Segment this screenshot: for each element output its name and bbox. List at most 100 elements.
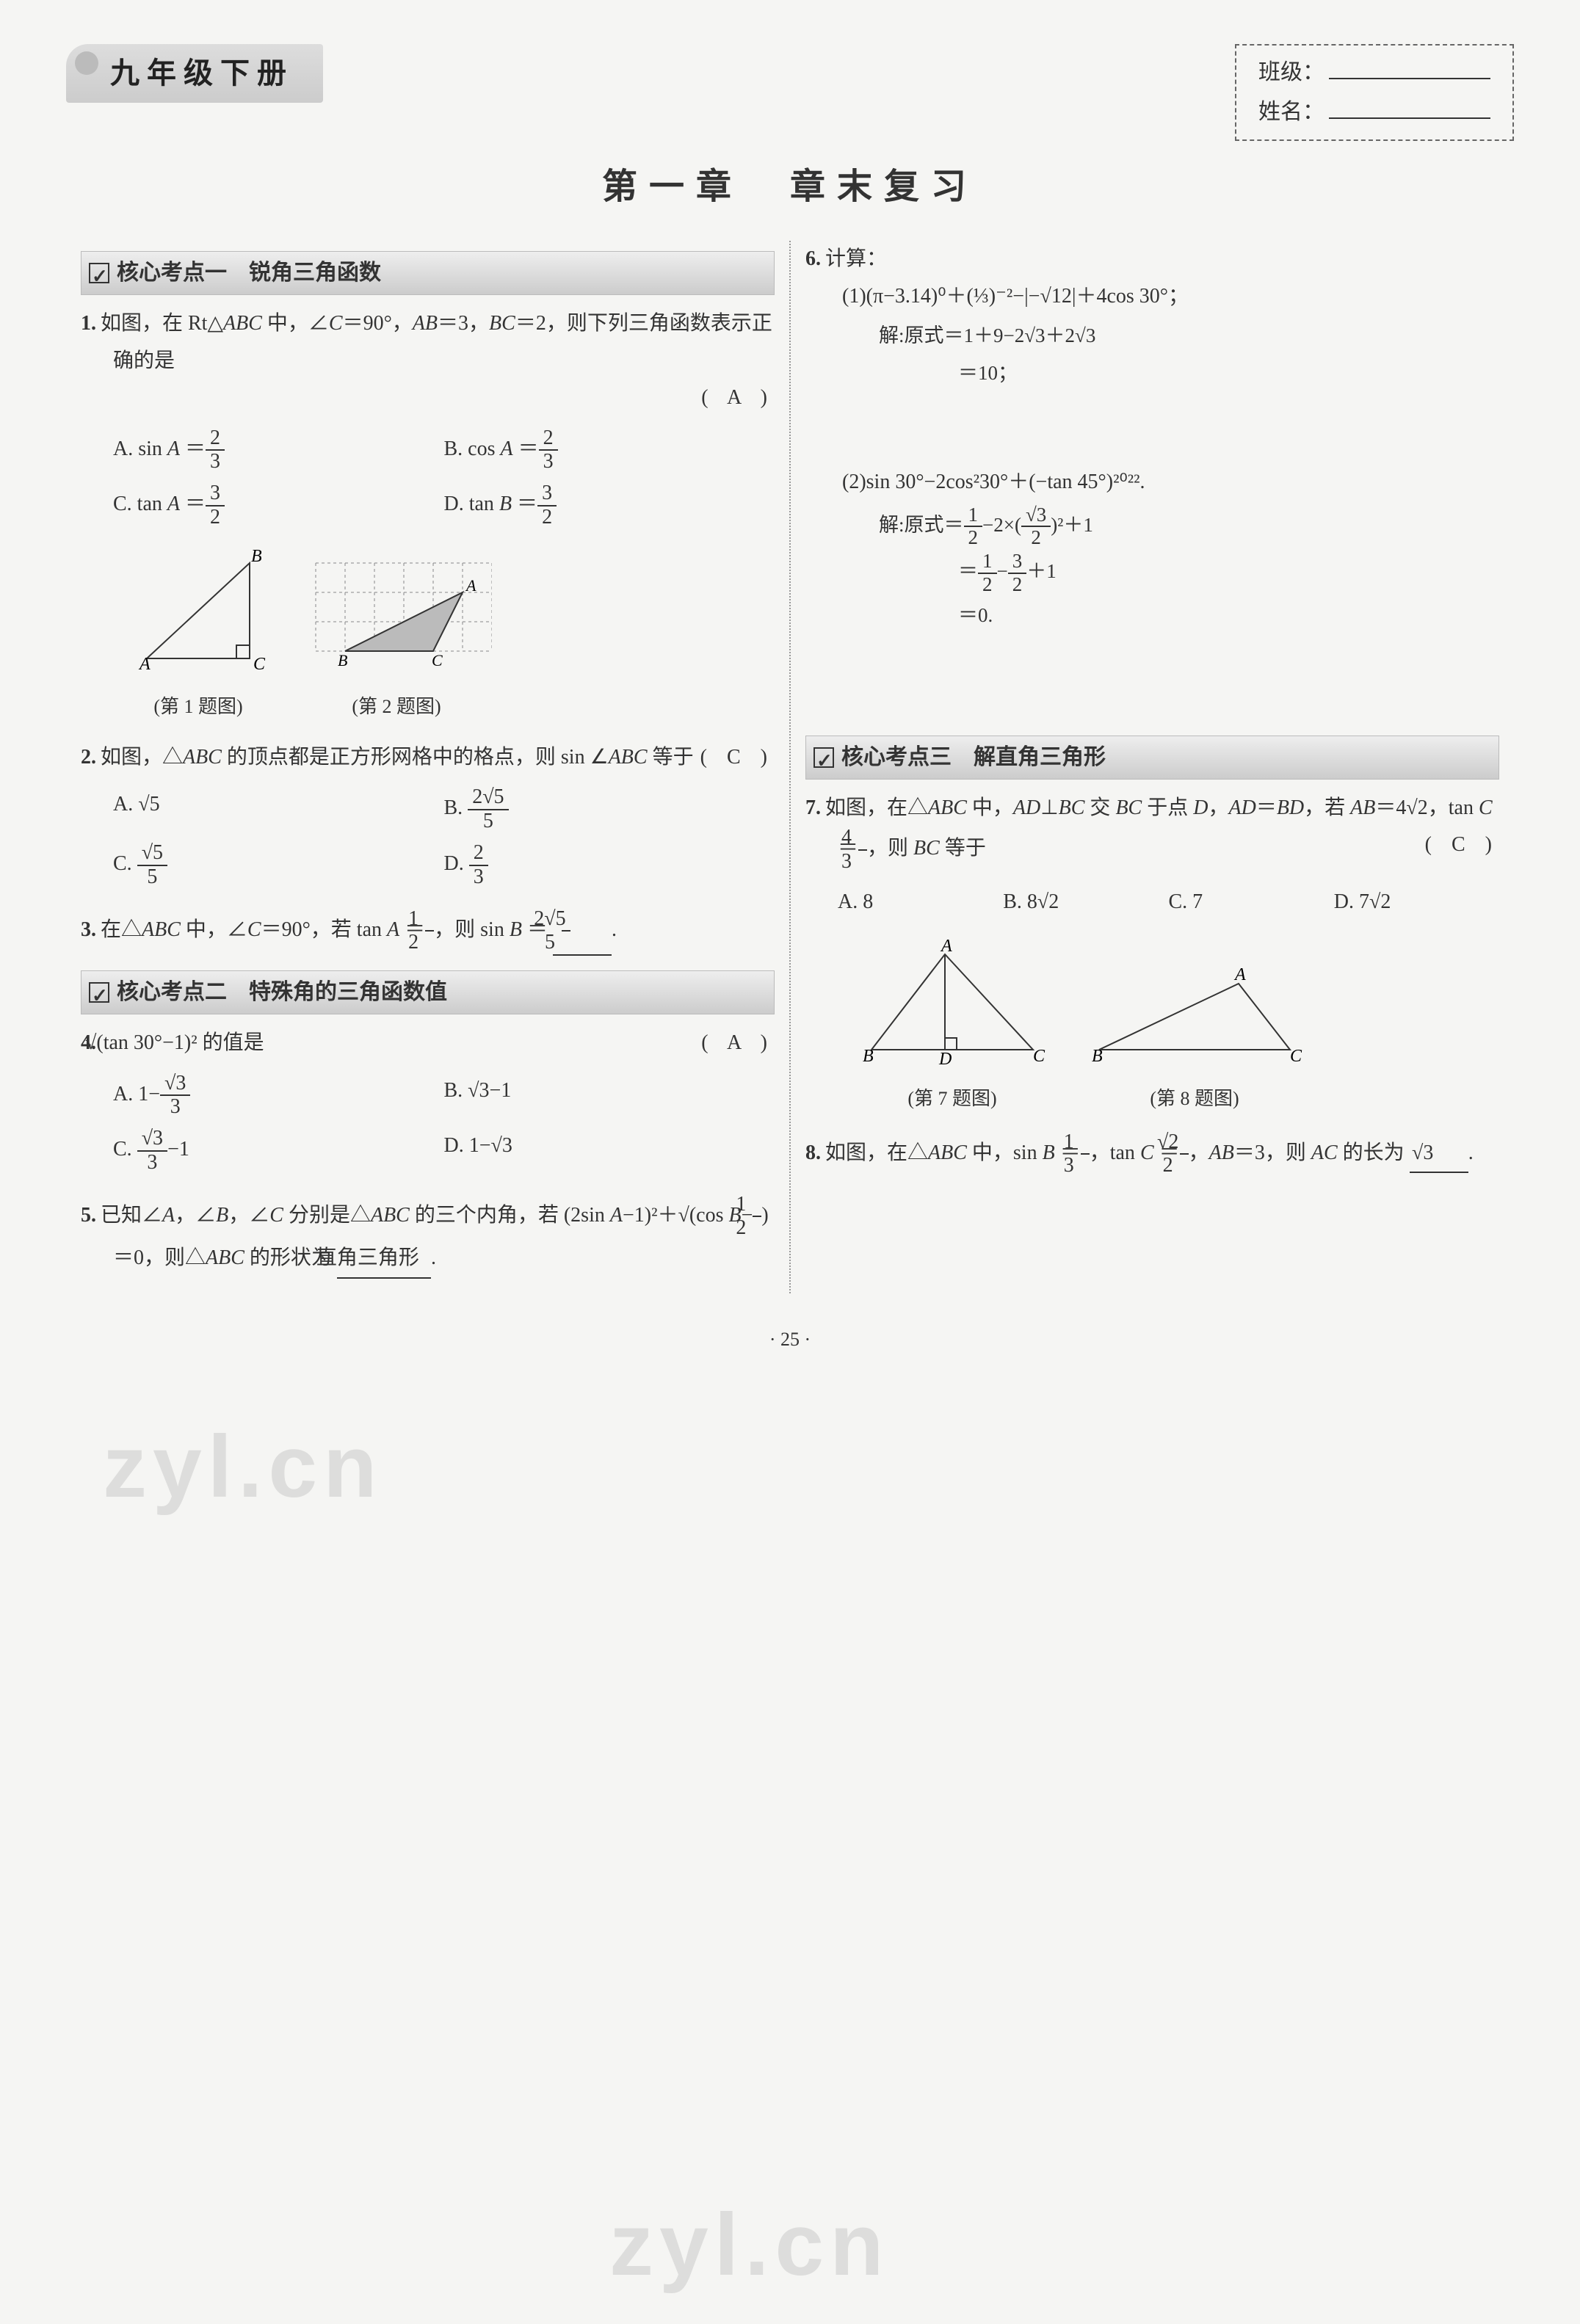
var: AB xyxy=(1350,796,1375,819)
frac-den: 2 xyxy=(1180,1155,1189,1177)
q-text: ＝90°，若 tan xyxy=(261,918,387,941)
var: ABC xyxy=(371,1204,410,1227)
var: A xyxy=(167,437,180,460)
q-text: ＝3， xyxy=(438,312,489,335)
q-text: ，则 sin xyxy=(434,918,510,941)
expr: (π−3.14)⁰＋(⅓)⁻²−|−√12|＋4cos 30°； xyxy=(866,285,1189,308)
svg-text:C: C xyxy=(1033,1047,1046,1064)
question-4: 4.√(tan 30°−1)² 的值是 ( A ) A. 1−√33 B. √3… xyxy=(81,1025,775,1179)
question-2: 2.如图，△ABC 的顶点都是正方形网格中的格点，则 sin ∠ABC 等于 (… xyxy=(81,739,775,893)
var: ABC xyxy=(206,1246,244,1269)
frac-den: 3 xyxy=(539,451,558,473)
frac-num: 4 xyxy=(858,827,867,851)
var: C xyxy=(329,312,343,335)
frac-den: 3 xyxy=(858,851,867,874)
var: A xyxy=(387,918,399,941)
opt-text: A. sin xyxy=(113,437,167,460)
frac-num: √3 xyxy=(1021,504,1051,528)
class-blank[interactable] xyxy=(1329,53,1490,79)
left-column: 核心考点一 锐角三角函数 1.如图，在 Rt△ABC 中，∠C＝90°，AB＝3… xyxy=(66,241,791,1293)
svg-text:A: A xyxy=(465,576,476,595)
q-text: 的顶点都是正方形网格中的格点，则 sin ∠ xyxy=(222,746,609,769)
question-8: 8.如图，在△ABC 中，sin B ＝13，tan C ＝√22，AB＝3，则… xyxy=(805,1131,1499,1178)
right-column: 6.计算： (1)(π−3.14)⁰＋(⅓)⁻²−|−√12|＋4cos 30°… xyxy=(791,241,1514,1293)
var: A xyxy=(501,437,513,460)
question-3: 3.在△ABC 中，∠C＝90°，若 tan A ＝12，则 sin B ＝ 2… xyxy=(81,908,775,956)
q-text: 等于 xyxy=(648,746,694,769)
section-header-3: 核心考点三 解直角三角形 xyxy=(805,736,1499,780)
opt-text: C. xyxy=(113,852,137,875)
answer-paren: ( C ) xyxy=(733,739,775,776)
var: B xyxy=(510,918,522,941)
opt-text: A. 1− xyxy=(113,1083,160,1105)
q-text: 如图，在 Rt△ xyxy=(101,312,223,335)
chapter-title: 第一章 章末复习 xyxy=(66,156,1514,219)
opt-text: D. tan xyxy=(444,493,499,515)
part-label: (1) xyxy=(842,285,866,308)
name-blank[interactable] xyxy=(1329,92,1490,119)
frac-den: 2 xyxy=(537,506,557,529)
frac-num: 3 xyxy=(1008,551,1027,574)
q-text: 如图，在△ xyxy=(825,1141,928,1164)
frac-num: √5 xyxy=(137,842,167,866)
q-text: 的三个内角，若 (2sin xyxy=(410,1204,610,1227)
q-num: 3. xyxy=(81,918,96,941)
expr: sin 30°−2cos²30°＋(−tan 45°)²⁰²². xyxy=(866,471,1145,493)
frac-num: 1 xyxy=(1081,1131,1090,1155)
q-text: 在△ xyxy=(101,918,142,941)
option-d: D. tan B ＝32 xyxy=(444,482,775,529)
opt-text: B. cos xyxy=(444,437,501,460)
figure-label: (第 7 题图) xyxy=(849,1082,1055,1116)
frac-den: 5 xyxy=(137,866,167,889)
option-d: D. 23 xyxy=(444,842,775,889)
var: B xyxy=(1043,1141,1055,1164)
section-title: 核心考点三 解直角三角形 xyxy=(841,738,1106,777)
figure-2: B C A (第 2 题图) xyxy=(301,548,492,725)
figures-row: A B C D (第 7 题图) A B C (第 8 题图) xyxy=(805,940,1499,1116)
q-text: 中，∠ xyxy=(181,918,247,941)
frac-num: 2 xyxy=(206,427,225,451)
frac-den: 3 xyxy=(1081,1155,1090,1177)
q-text: −1)²＋√(cos xyxy=(623,1204,729,1227)
name-label: 姓名： xyxy=(1258,92,1324,132)
q-text: 中， xyxy=(967,796,1013,819)
svg-text:C: C xyxy=(253,655,266,673)
var: BD xyxy=(1277,796,1304,819)
var: BC xyxy=(913,838,940,860)
option-c: C. √33−1 xyxy=(113,1127,444,1174)
option-b: B. 2√55 xyxy=(444,786,775,833)
figures-row: A B C (第 1 题图) B C A xyxy=(81,548,775,725)
opt-text: ＝ xyxy=(180,493,206,515)
solution: 解:原式＝1＋9−2√3＋2√3 ＝10； xyxy=(842,318,1499,391)
q-text: √(tan 30°−1)² 的值是 xyxy=(117,1025,264,1061)
q-text: 交 xyxy=(1084,796,1115,819)
figure-1: A B C (第 1 题图) xyxy=(125,548,272,725)
figure-label: (第 1 题图) xyxy=(125,690,272,725)
frac-den: 2 xyxy=(1008,574,1027,596)
var: ABC xyxy=(928,796,967,819)
svg-text:A: A xyxy=(940,940,952,956)
frac-den: 3 xyxy=(469,866,488,889)
figure-8: A B C (第 8 题图) xyxy=(1084,940,1305,1116)
frac-num: 2 xyxy=(539,427,558,451)
var: ABC xyxy=(183,746,222,769)
frac-den: 3 xyxy=(137,1152,167,1174)
var: ABC xyxy=(928,1141,967,1164)
watermark: zyl.cn xyxy=(103,1387,383,1546)
sol-step: −2×( xyxy=(982,514,1021,536)
opt-text: ＝ xyxy=(512,493,537,515)
svg-text:B: B xyxy=(251,548,262,566)
opt-text: D. xyxy=(444,852,469,875)
frac-den: 5 xyxy=(562,932,570,954)
var: AB xyxy=(1209,1141,1234,1164)
option-b: B. cos A ＝23 xyxy=(444,427,775,474)
sub-question-1: (1)(π−3.14)⁰＋(⅓)⁻²−|−√12|＋4cos 30°； 解:原式… xyxy=(805,278,1499,391)
check-icon xyxy=(813,747,834,768)
frac-num: 2 xyxy=(469,842,488,866)
q-num: 2. xyxy=(81,746,96,769)
opt-text: B. xyxy=(444,797,468,820)
svg-text:A: A xyxy=(138,655,151,673)
triangle-figure-1: A B C xyxy=(125,548,272,673)
main-columns: 核心考点一 锐角三角函数 1.如图，在 Rt△ABC 中，∠C＝90°，AB＝3… xyxy=(66,241,1514,1293)
opt-text: ＝ xyxy=(180,437,206,460)
